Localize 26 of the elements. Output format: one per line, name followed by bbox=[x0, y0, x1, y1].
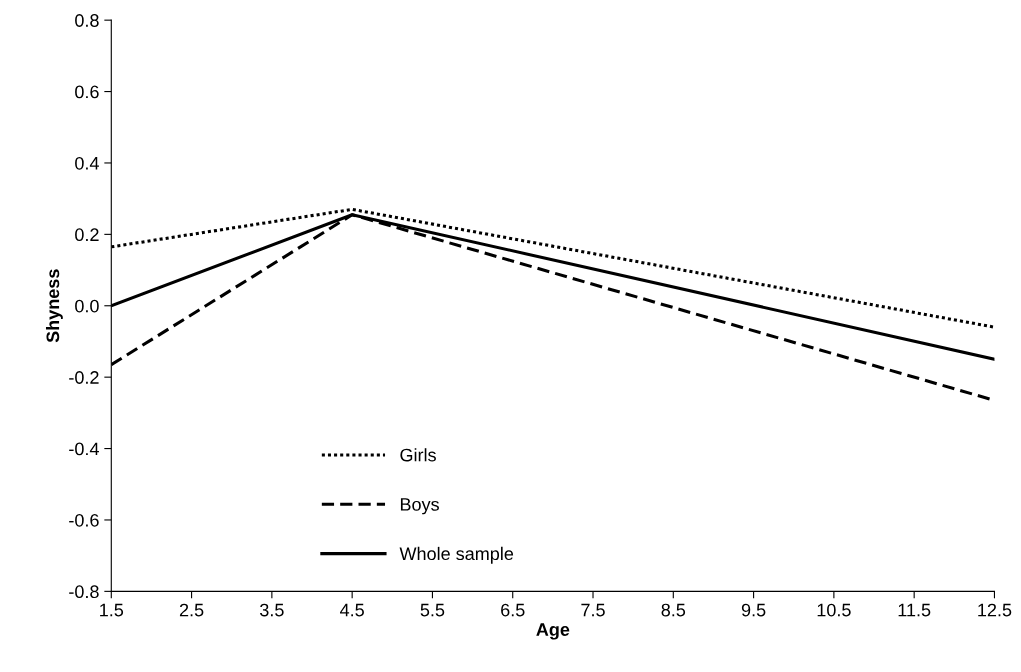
y-tick-label: -0.8 bbox=[69, 585, 99, 599]
y-tick-label: -0.4 bbox=[69, 442, 99, 456]
y-tick-label: 0.8 bbox=[75, 14, 99, 27]
y-tick-label: 0.4 bbox=[75, 156, 99, 170]
x-tick-label: 1.5 bbox=[100, 603, 124, 617]
x-axis-title: Age bbox=[536, 623, 570, 640]
legend-label: Whole sample bbox=[399, 546, 514, 564]
x-tick-label: 8.5 bbox=[661, 603, 686, 617]
legend-label: Boys bbox=[400, 498, 439, 515]
y-tick-label: 0.0 bbox=[75, 299, 99, 313]
y-tick-label: 0.6 bbox=[75, 85, 99, 99]
x-tick-label: 10.5 bbox=[817, 603, 851, 617]
x-tick-label: 9.5 bbox=[741, 603, 766, 617]
x-tick-label: 2.5 bbox=[179, 603, 204, 617]
legend-label: Girls bbox=[400, 448, 436, 462]
x-tick-label: 5.5 bbox=[420, 603, 445, 617]
y-tick-label: 0.2 bbox=[75, 228, 99, 242]
x-tick-label: 3.5 bbox=[260, 603, 284, 617]
y-axis-title: Shyness bbox=[45, 269, 63, 343]
x-tick-label: 7.5 bbox=[581, 603, 605, 617]
x-tick-label: 12.5 bbox=[978, 603, 1012, 617]
y-tick-label: -0.2 bbox=[69, 371, 99, 384]
x-tick-label: 11.5 bbox=[898, 603, 931, 617]
x-tick-label: 6.5 bbox=[501, 603, 525, 617]
x-tick-label: 4.5 bbox=[340, 603, 364, 617]
y-tick-label: -0.6 bbox=[69, 513, 99, 527]
